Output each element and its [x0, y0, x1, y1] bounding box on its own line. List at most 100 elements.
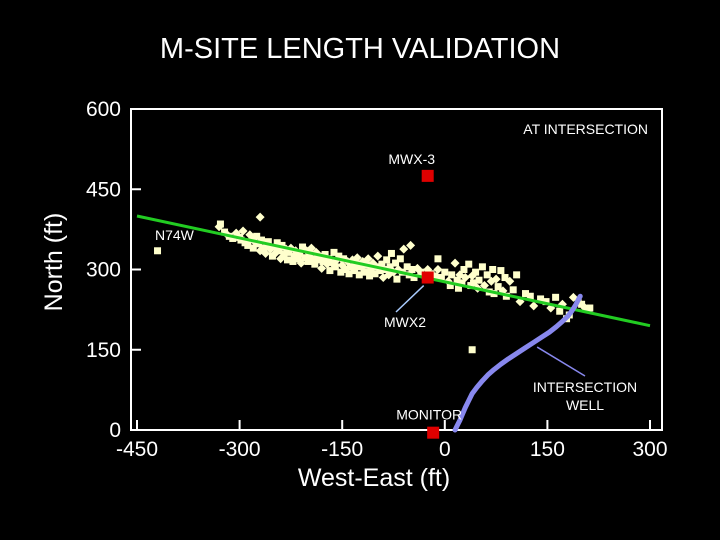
scatter-point	[450, 258, 460, 268]
scatter-point	[289, 257, 297, 265]
scatter-point	[479, 281, 489, 291]
scatter-point	[367, 266, 375, 273]
corner-label: AT INTERSECTION	[523, 121, 648, 137]
scatter-point	[273, 239, 281, 247]
scatter-point	[311, 260, 319, 268]
scatter-point	[352, 253, 362, 263]
well-path-line	[452, 293, 583, 433]
scatter-point	[285, 248, 293, 256]
scatter-point	[509, 286, 517, 294]
scatter-point	[513, 271, 521, 279]
scatter-point	[586, 304, 594, 312]
scatter-point	[371, 270, 379, 278]
scatter-point	[475, 276, 483, 284]
scatter-point	[537, 295, 545, 303]
y-tick-label: 150	[86, 339, 121, 362]
scatter-point	[460, 273, 470, 283]
scatter-point	[305, 251, 313, 259]
trend-label: N74W	[155, 227, 195, 243]
scatter-point	[468, 346, 476, 354]
scatter-point	[437, 274, 445, 282]
scatter-point	[454, 284, 462, 292]
chart-title: M-SITE LENGTH VALIDATION	[159, 33, 561, 65]
scatter-point	[346, 263, 354, 271]
scatter-point	[331, 263, 339, 271]
trend-line-group	[136, 214, 651, 328]
scatter-point	[314, 256, 322, 264]
scatter-point	[283, 256, 291, 264]
scatter-point	[406, 240, 416, 250]
scatter-point	[275, 247, 283, 255]
scatter-point	[248, 234, 256, 242]
marker-label-mwx2: MWX2	[384, 314, 426, 330]
scatter-point	[433, 265, 443, 274]
scatter-point	[255, 240, 263, 248]
scatter-point	[154, 247, 162, 255]
scatter-point	[319, 257, 327, 265]
x-tick-label: 150	[530, 438, 565, 461]
scatter-point	[501, 274, 509, 282]
scatter-point	[357, 263, 365, 271]
scatter-point	[345, 270, 353, 278]
x-tick-label: -300	[219, 438, 261, 461]
scatter-point	[229, 234, 237, 242]
x-tick-label: -150	[321, 438, 363, 461]
scatter-point	[489, 266, 497, 273]
y-tick-label: 300	[86, 259, 121, 282]
x-axis-title: West-East (ft)	[298, 464, 450, 492]
well-label-line1: INTERSECTION	[533, 379, 637, 395]
scatter-point	[216, 220, 224, 228]
scatter-point	[448, 271, 456, 279]
well-label-line2: WELL	[566, 397, 604, 413]
scatter-point	[483, 271, 491, 279]
scatter-point	[434, 255, 442, 263]
annotation-group: MWX-3 MWX2 MONITOR	[384, 151, 462, 423]
scatter-point	[383, 256, 391, 264]
scatter-point	[263, 241, 271, 249]
scatter-point	[249, 244, 257, 252]
scatter-point	[408, 266, 416, 273]
scatter-point	[393, 275, 401, 283]
scatter-point	[268, 252, 276, 260]
scatter-point	[363, 254, 373, 264]
scatter-point	[306, 243, 316, 253]
scatter-point	[460, 266, 468, 273]
y-tick-label: 600	[86, 98, 121, 121]
scatter-point	[526, 292, 534, 300]
scatter-point	[317, 263, 327, 273]
scatter-point	[280, 251, 288, 259]
scatter-point	[355, 271, 363, 279]
scatter-point	[522, 290, 530, 298]
marker-group	[421, 169, 440, 439]
scatter-point	[264, 238, 272, 246]
scatter-point	[458, 279, 466, 287]
scatter-point	[257, 236, 265, 244]
y-axis-title: North (ft)	[40, 213, 68, 312]
scatter-point	[301, 254, 309, 262]
scatter-point	[261, 248, 271, 258]
scatter-point	[253, 232, 261, 240]
scatter-point	[491, 274, 501, 284]
marker-mwx2	[421, 271, 434, 284]
scatter-point	[276, 254, 286, 264]
scatter-point	[378, 260, 386, 268]
scatter-point	[309, 255, 317, 263]
scatter-point	[578, 300, 586, 308]
scatter-point	[366, 272, 374, 280]
scatter-point	[376, 267, 384, 275]
scatter-point	[296, 249, 304, 257]
x-tick-label: 300	[632, 438, 667, 461]
scatter-point	[446, 282, 454, 290]
scatter-point	[335, 252, 343, 260]
scatter-point	[270, 243, 278, 251]
scatter-point	[431, 272, 439, 280]
scatter-point	[299, 243, 307, 251]
scatter-point	[453, 276, 461, 284]
scatter-point	[330, 248, 338, 256]
marker-label-mwx-3: MWX-3	[388, 151, 435, 167]
scatter-point	[342, 266, 350, 273]
scatter-point	[552, 293, 560, 301]
scatter-point	[294, 255, 302, 263]
scatter-point	[351, 267, 359, 275]
scatter-point	[337, 268, 345, 276]
